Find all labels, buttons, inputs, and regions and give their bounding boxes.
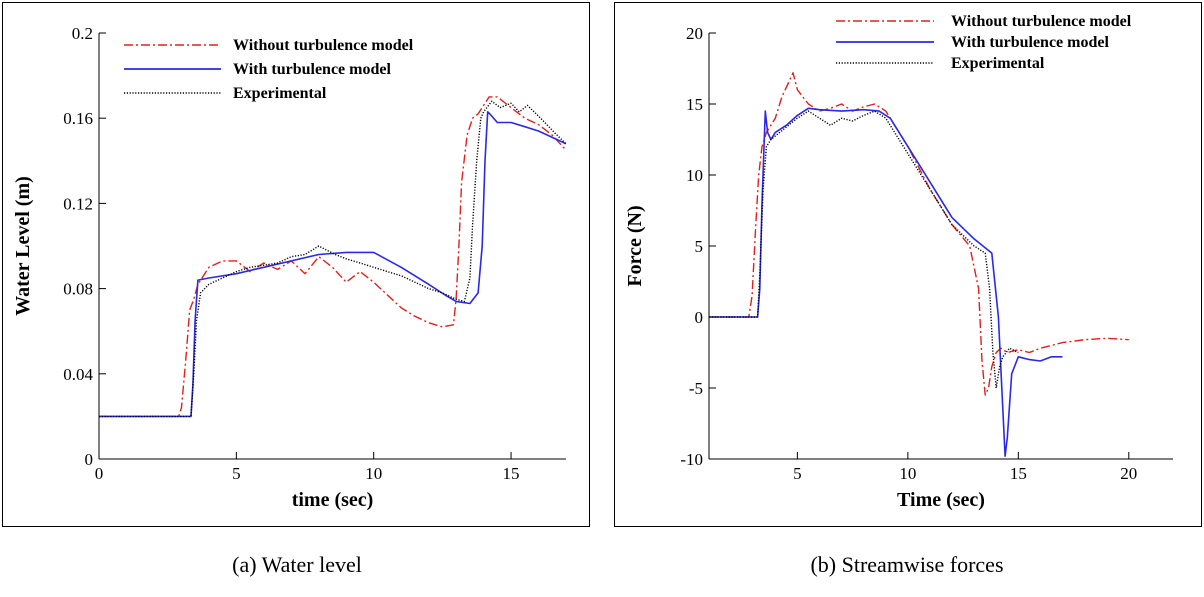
streamwise-force-chart: 5 10 15 20 -10 -5 0 5 10 15 20 Time (sec) Force (N) W…	[614, 2, 1202, 527]
water-level-plot: 0 5 10 15 0 0.04 0.08 0.12 0.16 0.2 time (sec) Wate…	[12, 24, 566, 511]
y-tick-label: 0.08	[63, 280, 93, 299]
y-tick-label: 0	[695, 308, 704, 327]
y-tick-label: -10	[680, 450, 703, 469]
y-tick-label: 20	[686, 24, 703, 43]
legend-label: Experimental	[233, 85, 327, 102]
y-tick-label: 0.04	[63, 365, 93, 384]
y-tick-label: 0.2	[72, 24, 93, 43]
y-tick-label: 0	[85, 450, 94, 469]
y-tick-label: -5	[689, 379, 703, 398]
x-tick-label: 10	[365, 464, 382, 483]
x-tick-label: 10	[899, 464, 916, 483]
y-axis-label: Force (N)	[624, 205, 646, 286]
y-tick-label: 10	[686, 166, 703, 185]
series-group	[99, 96, 566, 418]
x-tick-label: 5	[793, 464, 802, 483]
legend-label: With turbulence model	[233, 61, 391, 78]
caption-streamwise-forces: (b) Streamwise forces	[810, 552, 1004, 577]
y-tick-label: 0.16	[63, 109, 93, 128]
series-line-1	[709, 72, 1129, 396]
y-axis-label: Water Level (m)	[12, 176, 34, 316]
water-level-chart: 0 5 10 15 0 0.04 0.08 0.12 0.16 0.2 time (sec) Wate…	[2, 2, 590, 527]
series-line-3	[99, 100, 566, 418]
legend-label: Experimental	[951, 55, 1045, 72]
x-tick-label: 15	[503, 464, 520, 483]
y-tick-label: 15	[686, 95, 703, 114]
x-tick-label: 5	[232, 464, 241, 483]
series-line-2	[709, 107, 1063, 458]
series-line-3	[709, 110, 1019, 389]
x-axis-label: time (sec)	[292, 489, 374, 511]
x-axis-label: Time (sec)	[897, 489, 985, 511]
caption-water-level: (a) Water level	[232, 552, 362, 577]
series-line-2	[99, 111, 566, 418]
series-line-1	[99, 96, 566, 418]
legend-label: Without turbulence model	[233, 37, 414, 54]
x-tick-label: 0	[95, 464, 104, 483]
series-group	[709, 72, 1129, 458]
x-tick-label: 15	[1010, 464, 1027, 483]
legend-label: Without turbulence model	[951, 13, 1132, 30]
y-tick-label: 5	[695, 237, 704, 256]
legend-label: With turbulence model	[951, 34, 1109, 51]
x-tick-label: 20	[1120, 464, 1137, 483]
streamwise-force-plot: 5 10 15 20 -10 -5 0 5 10 15 20 Time (sec) Force (N) W…	[624, 13, 1173, 511]
y-tick-label: 0.12	[63, 194, 93, 213]
